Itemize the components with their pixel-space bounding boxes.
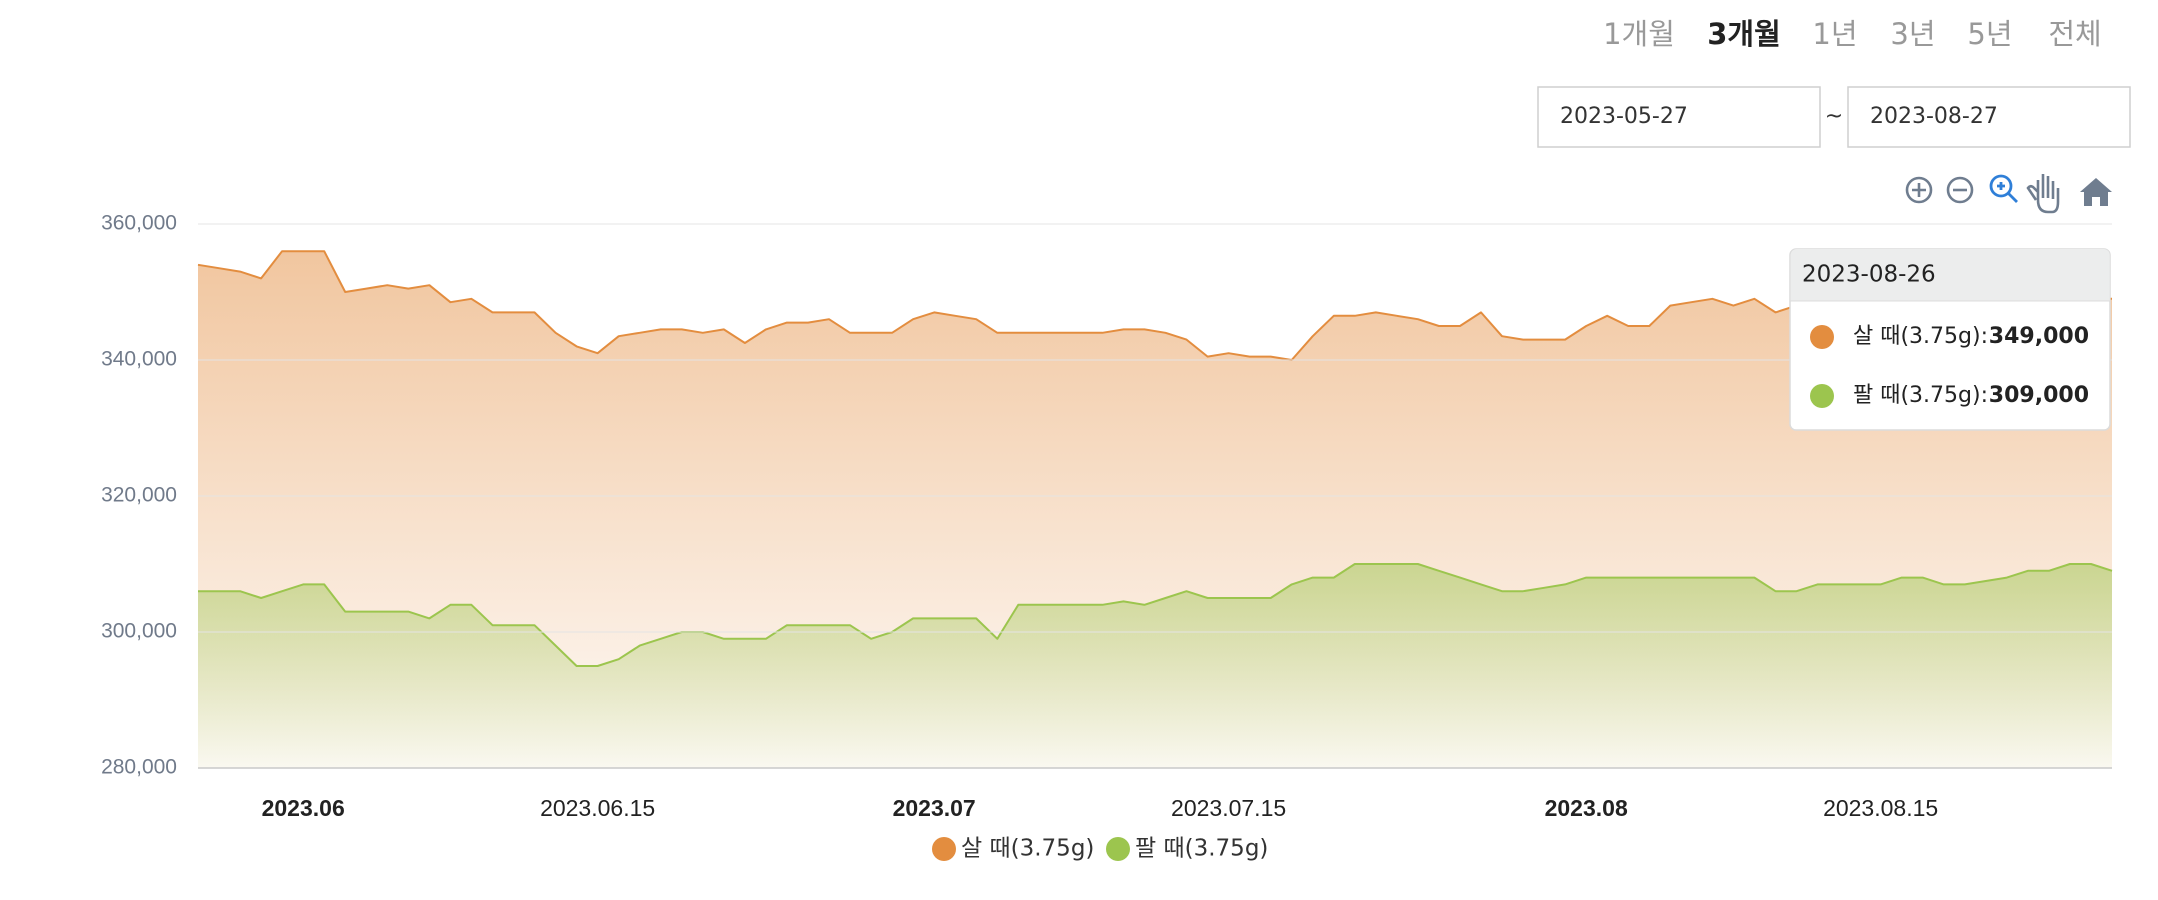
legend: 살 때(3.75g) 팔 때(3.75g) bbox=[932, 836, 1268, 862]
pan-button[interactable] bbox=[2026, 174, 2060, 214]
legend-label[interactable]: 살 때(3.75g) bbox=[961, 836, 1094, 862]
y-tick-label: 360,000 bbox=[101, 212, 177, 235]
start-date-input[interactable] bbox=[1537, 86, 1821, 148]
x-tick-label: 2023.07 bbox=[893, 795, 976, 821]
range-button[interactable]: 전체 bbox=[2048, 17, 2101, 51]
range-button[interactable]: 5년 bbox=[1967, 17, 2012, 51]
range-button[interactable]: 1개월 bbox=[1603, 17, 1675, 51]
tooltip-label: 살 때(3.75g): bbox=[1853, 324, 1988, 349]
x-tick-label: 2023.08 bbox=[1545, 795, 1628, 821]
selection-zoom-button[interactable] bbox=[1989, 174, 2018, 203]
y-tick-label: 340,000 bbox=[101, 348, 177, 371]
y-tick-label: 280,000 bbox=[101, 756, 177, 779]
series-area bbox=[198, 564, 2112, 768]
range-button[interactable]: 1년 bbox=[1812, 17, 1857, 51]
tooltip: 2023-08-26 살 때(3.75g): 349,000 팔 때(3.75g… bbox=[1789, 248, 2111, 431]
legend-marker bbox=[1106, 837, 1130, 861]
series-line bbox=[198, 563, 2113, 667]
y-tick-label: 300,000 bbox=[101, 620, 177, 643]
end-date-input[interactable] bbox=[1847, 86, 2131, 148]
date-separator: ~ bbox=[1825, 104, 1843, 129]
tooltip-value: 349,000 bbox=[1989, 324, 2089, 349]
legend-marker bbox=[932, 837, 956, 861]
x-tick-label: 2023.06 bbox=[262, 795, 345, 821]
range-button[interactable]: 3년 bbox=[1890, 17, 1935, 51]
y-tick-label: 320,000 bbox=[101, 484, 177, 507]
tooltip-value: 309,000 bbox=[1989, 383, 2089, 408]
tooltip-marker bbox=[1810, 325, 1834, 349]
end-date: 2023-08-27 bbox=[1870, 104, 1998, 129]
x-tick-label: 2023.08.15 bbox=[1823, 795, 1938, 821]
tooltip-date: 2023-08-26 bbox=[1802, 262, 1936, 288]
tooltip-marker bbox=[1810, 384, 1834, 408]
tooltip-label: 팔 때(3.75g): bbox=[1853, 383, 1988, 408]
tooltip-header bbox=[1790, 249, 2110, 301]
start-date: 2023-05-27 bbox=[1560, 104, 1688, 129]
x-tick-label: 2023.07.15 bbox=[1171, 795, 1286, 821]
range-button[interactable]: 3개월 bbox=[1707, 17, 1781, 51]
legend-label[interactable]: 팔 때(3.75g) bbox=[1135, 836, 1268, 862]
zoom-out-button[interactable] bbox=[1946, 176, 1974, 204]
home-button[interactable] bbox=[2080, 178, 2112, 206]
x-tick-label: 2023.06.15 bbox=[540, 795, 655, 821]
zoom-in-button[interactable] bbox=[1905, 176, 1933, 204]
